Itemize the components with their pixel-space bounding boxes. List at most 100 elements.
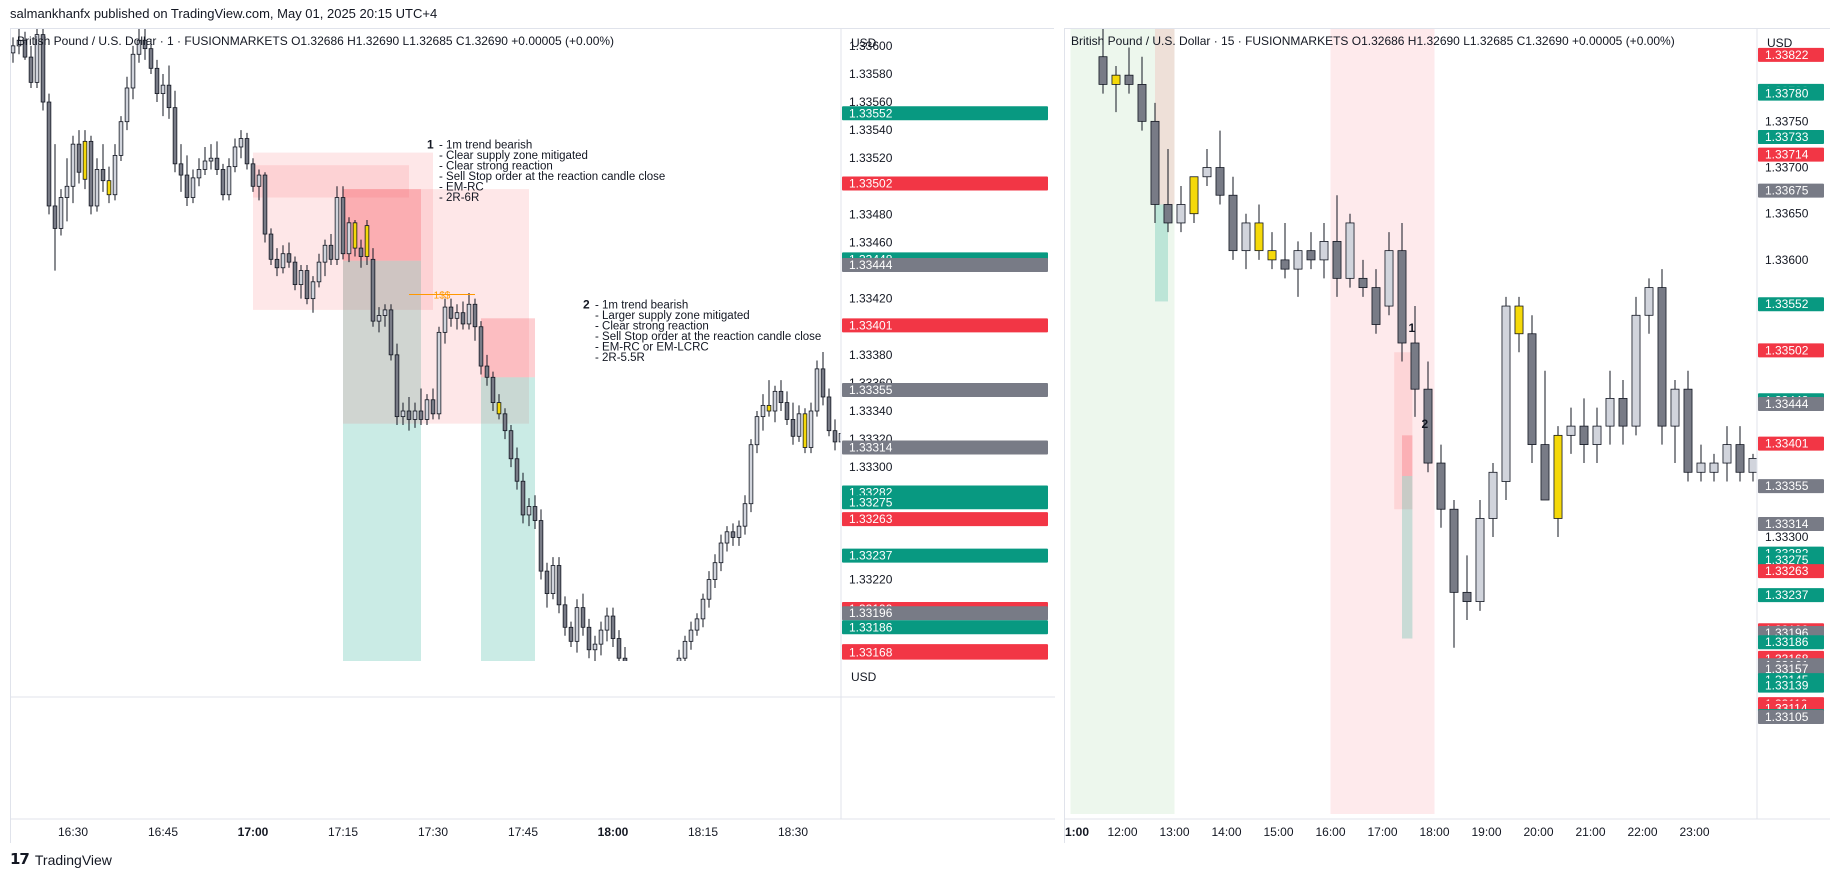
c1m-candle-110 bbox=[671, 672, 675, 683]
c1m-candle-34 bbox=[214, 157, 220, 170]
c15m-candle-48 bbox=[1722, 444, 1732, 464]
c1m-candle-24 bbox=[154, 67, 160, 95]
c15m-symbol-title[interactable]: British Pound / U.S. Dollar · 15 · FUSIO… bbox=[1071, 34, 1352, 48]
c15m-badge-bg-12 bbox=[1758, 517, 1824, 532]
c15m-badge-24: 1.33157 bbox=[1765, 662, 1809, 676]
c1m-candle-32 bbox=[202, 160, 208, 170]
c15m-candle-2 bbox=[1124, 74, 1134, 85]
c1m-candle-72 bbox=[442, 306, 448, 333]
c1m-time-axis bbox=[11, 819, 1055, 844]
c1m-candle-0 bbox=[11, 45, 16, 54]
c15m-candle-23 bbox=[1397, 250, 1407, 344]
chart-pane-15m[interactable]: 1 2 USD 1.33750 1.33700 1.33650 1.33600 1.33300… bbox=[1064, 28, 1830, 844]
c1m-candle-95 bbox=[580, 607, 586, 628]
c15m-badge-10: 1.33401 bbox=[1765, 437, 1809, 451]
c1m-candle-84 bbox=[514, 458, 520, 482]
chart-pane-1m[interactable]: 1$$ 1- 1m trend bearish - Clear supply zon… bbox=[10, 28, 1055, 844]
c1m-ohlc-c: C1.32690 bbox=[456, 34, 511, 48]
c1m-candle-35 bbox=[220, 169, 226, 196]
c15m-candle-34 bbox=[1540, 444, 1550, 501]
c15m-y-tick-4: 1.33300 bbox=[1765, 530, 1809, 544]
c1m-candle-93 bbox=[568, 626, 574, 642]
c15m-candle-5 bbox=[1163, 204, 1173, 224]
c15m-candle-1 bbox=[1111, 74, 1121, 85]
c15m-zone-supply-4 bbox=[1394, 352, 1413, 510]
c15m-candle-37 bbox=[1579, 425, 1589, 445]
c1m-candle-99 bbox=[604, 615, 610, 631]
c1m-currency-label: USD bbox=[851, 36, 877, 50]
c15m-candle-27 bbox=[1449, 508, 1459, 593]
c1m-candle-52 bbox=[322, 244, 328, 263]
c1m-candle-44 bbox=[274, 258, 280, 269]
tradingview-brand[interactable]: 𝟭𝟳 TradingView bbox=[10, 845, 112, 875]
c15m-x-tick-4: 15:00 bbox=[1263, 825, 1293, 839]
c1m-badge-3: 1.33444 bbox=[849, 258, 893, 272]
c1m-candle-120 bbox=[730, 531, 736, 538]
c1m-candle-11 bbox=[76, 143, 82, 173]
c1m-badge-bg-5 bbox=[842, 382, 1048, 397]
c1m-annotation-line-0-4: - EM-RC bbox=[439, 181, 484, 193]
c15m-badge-6: 1.33552 bbox=[1765, 297, 1809, 311]
footer: 𝟭𝟳 TradingView bbox=[0, 845, 1830, 875]
c1m-candle-135 bbox=[820, 368, 826, 398]
c1m-symbol-title[interactable]: British Pound / U.S. Dollar · 1 · FUSION… bbox=[17, 34, 291, 48]
c1m-candle-126 bbox=[766, 404, 772, 412]
c1m-candle-136 bbox=[826, 396, 832, 432]
c15m-x-tick-3: 14:00 bbox=[1211, 825, 1241, 839]
c1m-candle-1 bbox=[16, 39, 22, 47]
chart-1m-svg[interactable]: 1$$1- 1m trend bearish- Clear supply zon… bbox=[11, 29, 1055, 844]
c1m-candle-115 bbox=[700, 598, 706, 620]
c1m-candle-71 bbox=[436, 331, 442, 415]
c1m-candle-104 bbox=[635, 683, 639, 691]
c1m-candle-86 bbox=[526, 506, 532, 516]
c1m-candle-128 bbox=[778, 390, 784, 403]
c15m-candle-41 bbox=[1631, 314, 1641, 427]
c1m-badge-15: 1.33168 bbox=[849, 646, 893, 660]
c1m-candle-17 bbox=[112, 155, 118, 196]
c1m-candle-20 bbox=[130, 53, 136, 89]
c1m-annotation-line-1-1: - Larger supply zone mitigated bbox=[595, 310, 750, 322]
c15m-candle-22 bbox=[1384, 250, 1394, 307]
c1m-candle-113 bbox=[688, 629, 694, 642]
c1m-zone-target-6 bbox=[481, 377, 535, 661]
c1m-candle-123 bbox=[748, 444, 754, 505]
c1m-candle-47 bbox=[292, 261, 298, 286]
c1m-x-tick-5: 17:45 bbox=[508, 825, 538, 839]
c15m-badge-bg-15 bbox=[1758, 564, 1824, 579]
c1m-candle-134 bbox=[814, 368, 820, 412]
c1m-annotation-line-0-5: - 2R-6R bbox=[439, 192, 479, 204]
c15m-candle-40 bbox=[1618, 398, 1628, 427]
c15m-candle-50 bbox=[1748, 458, 1757, 473]
c15m-candle-28 bbox=[1462, 591, 1472, 602]
c1m-candle-81 bbox=[496, 402, 502, 415]
c15m-badge-3: 1.33733 bbox=[1765, 130, 1809, 144]
c1m-badge-bg-1 bbox=[842, 176, 1048, 191]
c1m-candle-61 bbox=[376, 315, 382, 322]
c1m-candle-90 bbox=[550, 565, 556, 594]
c1m-candle-106 bbox=[647, 686, 651, 700]
c1m-badge-bg-0 bbox=[842, 106, 1048, 121]
c1m-candle-111 bbox=[676, 657, 682, 661]
c15m-badge-12: 1.33314 bbox=[1765, 517, 1809, 531]
c1m-badge-bg-12 bbox=[842, 606, 1048, 621]
chart-15m-svg[interactable]: 12USD1.337501.337001.336501.336001.33300… bbox=[1065, 29, 1830, 844]
c15m-candle-6 bbox=[1176, 204, 1186, 224]
c1m-candle-4 bbox=[34, 34, 40, 83]
c1m-candle-13 bbox=[88, 140, 94, 207]
c1m-annotation-line-1-4: - EM-RC or EM-LCRC bbox=[595, 341, 709, 353]
c1m-candle-45 bbox=[280, 253, 286, 269]
c15m-zone-target-6 bbox=[1402, 475, 1413, 639]
c15m-badge-bg-10 bbox=[1758, 436, 1824, 451]
c1m-candle-10 bbox=[70, 143, 76, 187]
c15m-candle-14 bbox=[1280, 259, 1290, 270]
c15m-x-tick-5: 16:00 bbox=[1315, 825, 1345, 839]
c1m-candle-21 bbox=[136, 39, 142, 55]
c1m-y-tick-6: 1.33460 bbox=[849, 235, 893, 249]
c1m-candle-121 bbox=[736, 525, 742, 538]
c1m-candle-46 bbox=[286, 253, 292, 263]
c1m-candle-8 bbox=[58, 197, 64, 229]
c1m-annotation-line-1-0: - 1m trend bearish bbox=[595, 299, 688, 311]
c1m-candle-77 bbox=[472, 303, 478, 328]
c1m-candle-89 bbox=[544, 570, 550, 594]
c1m-candle-102 bbox=[622, 657, 628, 661]
